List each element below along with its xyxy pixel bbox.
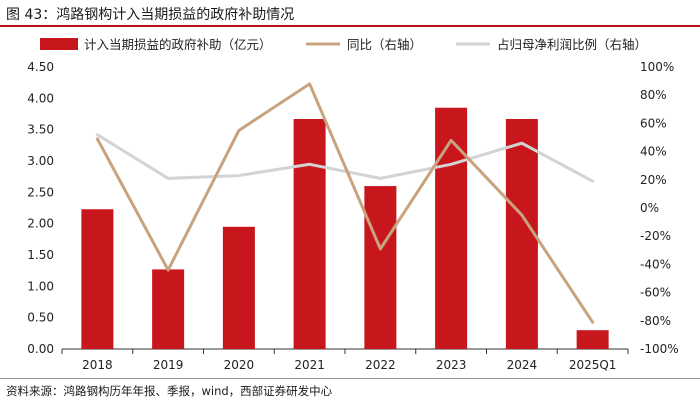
y-left-tick-label: 4.00 [27, 91, 54, 105]
legend-bar-label: 计入当期损益的政府补助（亿元） [84, 37, 272, 52]
bottom-rule [0, 378, 700, 379]
y-right-tick-label: -40% [640, 257, 671, 271]
axes: 0.00 0.50 1.00 1.50 2.00 2.50 3.00 3.50 4.00 4.50… [27, 60, 678, 372]
y-right-tick-label: -100% [640, 342, 679, 356]
x-tick-label: 2025Q1 [569, 358, 617, 372]
y-left-tick-label: 1.00 [27, 279, 54, 293]
y-left-tick-label: 0.50 [27, 311, 54, 325]
bar-2022 [364, 186, 397, 349]
x-tick-label: 2023 [436, 358, 467, 372]
y-left-tick-label: 0.00 [27, 342, 54, 356]
y-right-tick-label: 20% [640, 173, 667, 187]
chart: 计入当期损益的政府补助（亿元） 同比（右轴） 占归母净利润比例（右轴） 0.000.… [27, 37, 678, 372]
y-left-tick-label: 3.50 [27, 123, 54, 137]
y-right-tick-label: 60% [640, 116, 667, 130]
x-tick-label: 2022 [365, 358, 396, 372]
y-left-tick-label: 2.00 [27, 217, 54, 231]
y-right-tick-label: 40% [640, 145, 667, 159]
bar-2018 [81, 209, 114, 349]
y-right-tick-label: -60% [640, 286, 671, 300]
x-tick-label: 2021 [294, 358, 325, 372]
line-series [95, 82, 595, 324]
bar-2024 [505, 119, 538, 349]
figure-title: 图 43：鸿路钢构计入当期损益的政府补助情况 [6, 7, 295, 23]
legend-yoy-label: 同比（右轴） [347, 37, 422, 52]
yoy-line [95, 82, 595, 324]
x-tick-label: 2018 [82, 358, 113, 372]
legend-ratio-label: 占归母净利润比例（右轴） [497, 37, 647, 52]
title-rule [0, 25, 700, 27]
legend: 计入当期损益的政府补助（亿元） 同比（右轴） 占归母净利润比例（右轴） [40, 37, 647, 52]
x-tick-label: 2020 [224, 358, 255, 372]
legend-bar-swatch [40, 38, 78, 50]
ratio-line [95, 133, 595, 183]
bar-2021 [293, 119, 326, 349]
y-left-tick-label: 2.50 [27, 185, 54, 199]
y-left-tick-label: 3.00 [27, 154, 54, 168]
y-right-tick-label: -20% [640, 229, 671, 243]
y-left-tick-label: 4.50 [27, 60, 54, 74]
y-right-tick-label: 80% [640, 88, 667, 102]
x-tick-label: 2019 [153, 358, 184, 372]
bar-series [81, 107, 609, 349]
bar-2025Q1 [576, 330, 609, 349]
y-right-tick-label: -80% [640, 314, 671, 328]
bar-2019 [152, 269, 185, 349]
y-left-tick-label: 1.50 [27, 248, 54, 262]
y-right-tick-label: 0% [640, 201, 659, 215]
x-tick-label: 2024 [507, 358, 538, 372]
bar-2020 [222, 226, 255, 349]
bar-2023 [435, 107, 468, 349]
y-right-tick-label: 100% [640, 60, 674, 74]
source-note: 资料来源：鸿路钢构历年年报、季报，wind，西部证券研发中心 [6, 384, 333, 398]
